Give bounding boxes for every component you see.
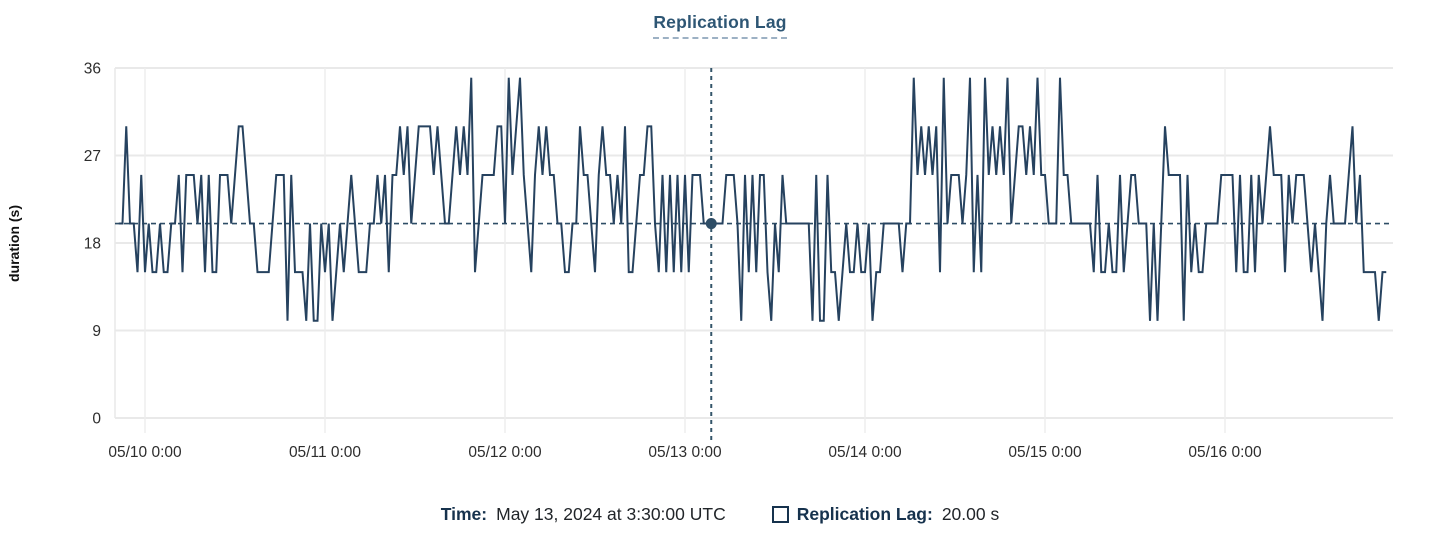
y-tick-label: 0 [92,411,101,428]
tooltip-series-value: 20.00 s [941,504,1000,524]
y-tick-label: 27 [84,148,101,165]
x-tick-label: 05/14 0:00 [828,444,902,461]
x-tick-label: 05/15 0:00 [1008,444,1082,461]
y-tick-label: 9 [92,323,101,340]
y-tick-label: 18 [84,236,101,253]
x-tick-label: 05/10 0:00 [108,444,182,461]
series-line [118,77,1387,322]
chart-header: Replication Lag [0,12,1440,39]
x-tick-label: 05/13 0:00 [648,444,722,461]
x-tick-label: 05/11 0:00 [289,444,361,461]
tooltip-series-label: Replication Lag: [796,504,933,524]
y-tick-label: 36 [84,61,101,78]
tooltip-readout: Time: May 13, 2024 at 3:30:00 UTC Replic… [0,504,1440,525]
chart-title[interactable]: Replication Lag [653,12,787,39]
crosshair-dot [705,218,717,230]
x-tick-label: 05/16 0:00 [1188,444,1262,461]
tooltip-time-label: Time: [440,504,488,524]
chart-canvas[interactable]: 0 9 18 27 36 05/10 0:00 05/11 0:00 05/12 0:00 05… [0,0,1440,470]
x-tick-label: 05/12 0:00 [468,444,542,461]
tooltip-time-value: May 13, 2024 at 3:30:00 UTC [496,504,726,524]
legend-checkbox-icon[interactable] [771,506,789,523]
